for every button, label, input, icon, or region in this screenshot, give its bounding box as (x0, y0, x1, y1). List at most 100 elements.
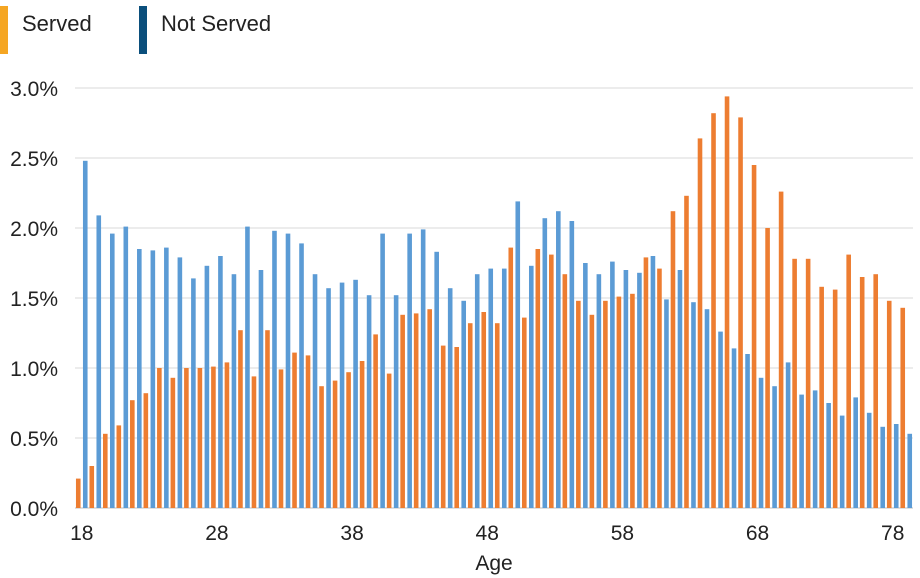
bar-not-served (164, 247, 169, 508)
bar-not-served (447, 288, 453, 508)
x-axis-ticks: 18 28 38 48 58 68 78 (70, 522, 904, 545)
bar-not-served (285, 233, 291, 508)
bar-not-served (880, 426, 886, 508)
bar-served (697, 138, 703, 508)
legend-swatch-not-served (139, 6, 147, 54)
bar-served (89, 466, 95, 508)
bar-served (211, 366, 216, 508)
legend-label-not-served: Not Served (161, 11, 272, 36)
bar-not-served (637, 272, 642, 508)
bar-not-served (583, 263, 588, 508)
bar-not-served (758, 377, 764, 508)
bar-served (332, 380, 338, 508)
bar-served (494, 323, 500, 508)
bar-served (373, 334, 378, 508)
bar-not-served (556, 211, 561, 508)
bar-not-served (177, 257, 183, 508)
bar-served (724, 96, 730, 509)
bar-not-served (109, 233, 115, 508)
bar-not-served (96, 215, 102, 508)
bar-served (427, 309, 432, 508)
bar-served (386, 373, 392, 508)
bar-served (265, 330, 270, 508)
bar-not-served (380, 233, 385, 508)
y-tick-label: 2.5% (10, 148, 58, 171)
bar-not-served (610, 261, 615, 508)
bar-not-served (366, 295, 372, 508)
bar-served (413, 313, 419, 508)
bar-not-served (866, 412, 872, 508)
bar-not-served (299, 243, 304, 508)
bar-not-served (799, 394, 804, 508)
bar-not-served (704, 309, 710, 508)
bar-served (130, 400, 135, 508)
bar-not-served (691, 302, 696, 508)
bar-served (143, 393, 149, 508)
bar-served (738, 117, 743, 509)
bar-not-served (231, 274, 237, 508)
y-axis-ticks: 0.0% 0.5% 1.0% 1.5% 2.0% 2.5% 3.0% (10, 78, 58, 521)
x-axis-title: Age (475, 552, 512, 575)
bar-served (846, 254, 851, 508)
bar-not-served (623, 270, 629, 508)
y-tick-label: 3.0% (10, 78, 58, 101)
bar-not-served (731, 348, 737, 508)
y-tick-label: 1.0% (10, 358, 58, 381)
bar-served (900, 307, 906, 508)
bar-served (616, 296, 622, 508)
x-tick-label: 28 (205, 522, 228, 545)
bar-served (481, 312, 487, 508)
bar-not-served (150, 250, 156, 508)
bar-not-served (191, 278, 196, 508)
legend-item-not-served: Not Served (139, 6, 271, 54)
bar-served (346, 372, 351, 508)
bar-served (832, 289, 838, 508)
bar-not-served (812, 390, 818, 508)
bar-not-served (745, 354, 750, 508)
bar-not-served (785, 362, 791, 508)
bar-not-served (258, 270, 264, 508)
bar-served (75, 478, 81, 508)
bar-served (400, 314, 405, 508)
bar-served (549, 254, 554, 508)
bar-not-served (501, 268, 507, 508)
bar-not-served (123, 226, 129, 508)
bar-served (711, 113, 716, 508)
bar-not-served (718, 331, 723, 508)
bar-not-served (272, 230, 277, 509)
x-tick-label: 58 (611, 522, 634, 545)
bar-served (305, 355, 311, 508)
bar-served (819, 286, 824, 508)
bar-not-served (542, 218, 548, 508)
bar-served (440, 345, 446, 508)
bar-served (157, 368, 162, 508)
bar-not-served (907, 433, 913, 508)
bar-served (292, 352, 297, 508)
x-tick-label: 68 (746, 522, 769, 545)
bar-served (184, 368, 189, 508)
bar-served (359, 361, 365, 508)
bar-not-served (218, 256, 223, 508)
bar-served (562, 274, 568, 508)
bar-served (170, 377, 176, 508)
bar-served (454, 347, 460, 508)
bar-served (751, 165, 757, 508)
y-tick-label: 0.5% (10, 428, 58, 451)
bar-not-served (772, 386, 777, 508)
bar-served (116, 425, 122, 508)
bar-served (886, 300, 892, 508)
bar-served (589, 314, 595, 508)
bar-served (778, 191, 784, 508)
bar-not-served (82, 160, 88, 509)
bar-not-served (488, 268, 494, 508)
bar-served (643, 257, 649, 508)
bar-not-served (312, 274, 318, 508)
legend-item-served: Served (0, 6, 92, 54)
bar-served (197, 368, 203, 508)
bar-not-served (137, 249, 142, 508)
legend-swatch-served (0, 6, 8, 54)
bar-not-served (474, 274, 480, 508)
bar-served (603, 300, 608, 508)
bar-not-served (893, 424, 899, 508)
